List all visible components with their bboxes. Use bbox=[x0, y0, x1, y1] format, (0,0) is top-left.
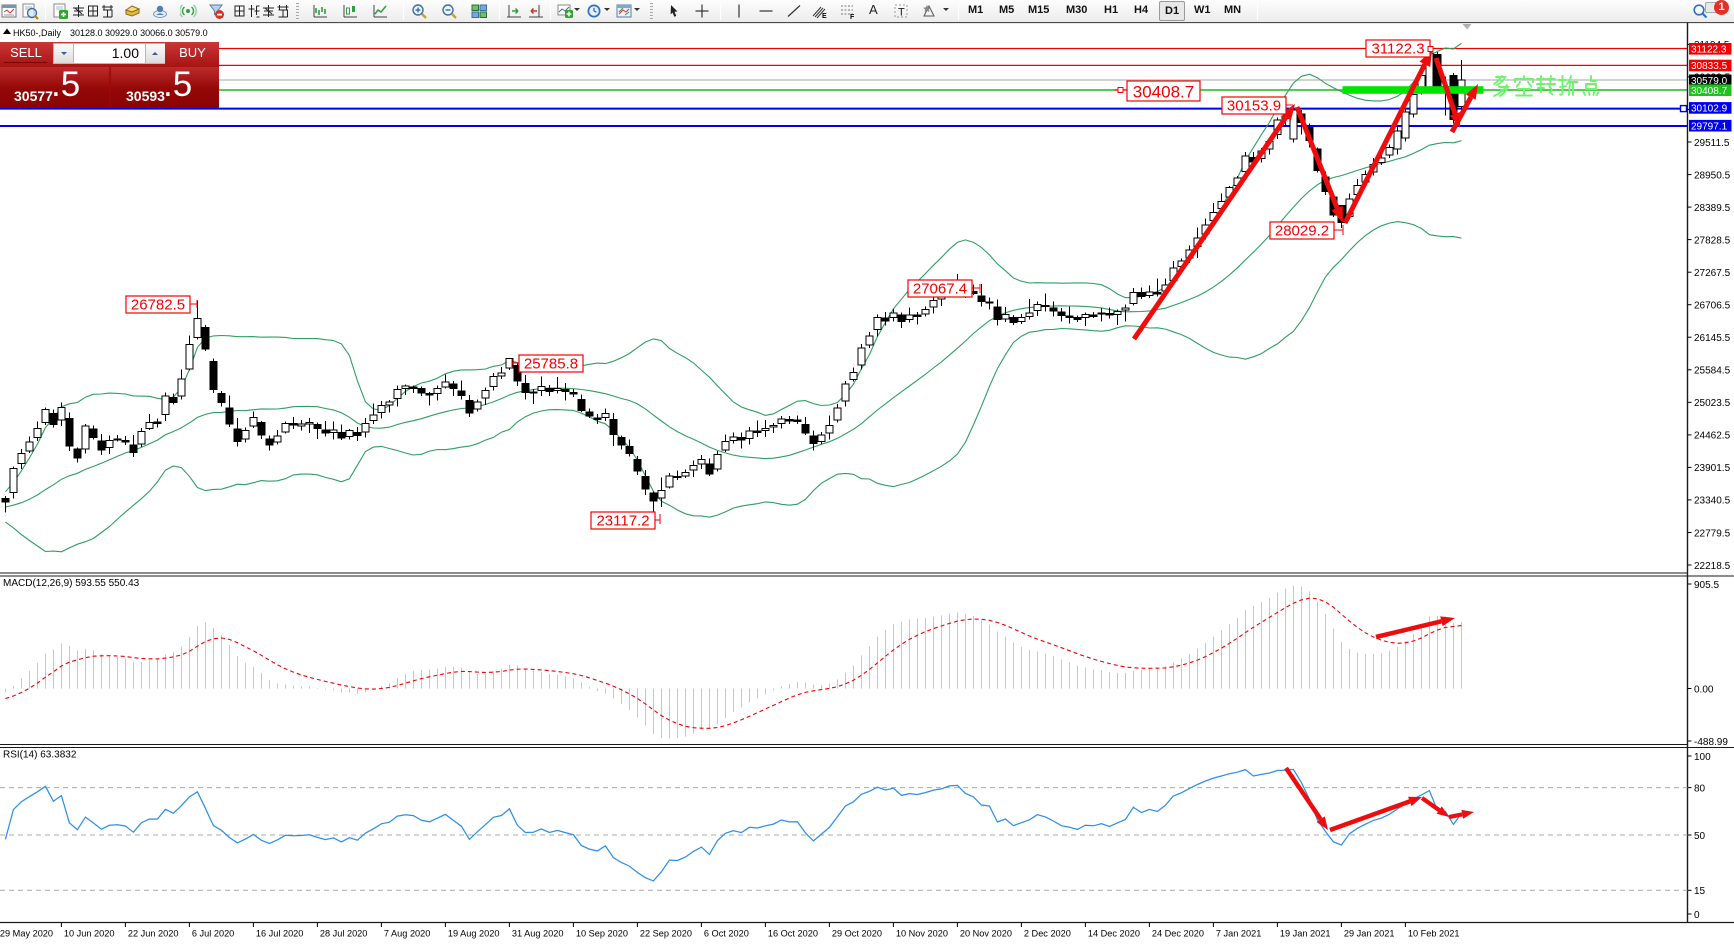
svg-text:29 Jan 2021: 29 Jan 2021 bbox=[1344, 929, 1395, 939]
svg-text:905.5: 905.5 bbox=[1694, 580, 1719, 591]
svg-text:10 Jun 2020: 10 Jun 2020 bbox=[64, 929, 115, 939]
svg-text:80: 80 bbox=[1694, 783, 1706, 794]
svg-text:24 Dec 2020: 24 Dec 2020 bbox=[1152, 929, 1204, 939]
svg-text:0.00: 0.00 bbox=[1694, 684, 1714, 695]
svg-text:31122.3: 31122.3 bbox=[1371, 41, 1424, 58]
svg-text:23117.2: 23117.2 bbox=[596, 513, 649, 530]
svg-text:MACD(12,26,9) 593.55 550.43: MACD(12,26,9) 593.55 550.43 bbox=[3, 578, 140, 589]
svg-text:10 Nov 2020: 10 Nov 2020 bbox=[896, 929, 948, 939]
svg-text:22218.5: 22218.5 bbox=[1694, 561, 1731, 572]
svg-text:16 Oct 2020: 16 Oct 2020 bbox=[768, 929, 818, 939]
svg-text:100: 100 bbox=[1694, 752, 1711, 763]
svg-text:30408.7: 30408.7 bbox=[1133, 83, 1194, 102]
svg-text:28389.5: 28389.5 bbox=[1694, 203, 1731, 214]
svg-text:24462.5: 24462.5 bbox=[1694, 431, 1731, 442]
svg-text:10 Sep 2020: 10 Sep 2020 bbox=[576, 929, 628, 939]
svg-text:RSI(14) 63.3832: RSI(14) 63.3832 bbox=[3, 750, 77, 761]
svg-text:30833.5: 30833.5 bbox=[1691, 61, 1728, 72]
svg-text:14 Dec 2020: 14 Dec 2020 bbox=[1088, 929, 1140, 939]
svg-text:25785.8: 25785.8 bbox=[524, 356, 578, 373]
svg-text:30102.9: 30102.9 bbox=[1691, 104, 1728, 115]
svg-text:30408.7: 30408.7 bbox=[1691, 86, 1728, 97]
svg-text:19 Aug 2020: 19 Aug 2020 bbox=[448, 929, 500, 939]
svg-text:F: F bbox=[850, 14, 855, 20]
svg-text:30128.0 30929.0 30066.0 30579.: 30128.0 30929.0 30066.0 30579.0 bbox=[70, 28, 208, 38]
svg-text:6 Jul 2020: 6 Jul 2020 bbox=[192, 929, 234, 939]
svg-text:23901.5: 23901.5 bbox=[1694, 463, 1731, 474]
svg-text:0: 0 bbox=[1694, 910, 1700, 921]
svg-text:6 Oct 2020: 6 Oct 2020 bbox=[704, 929, 749, 939]
svg-text:19 Jan 2021: 19 Jan 2021 bbox=[1280, 929, 1331, 939]
svg-text:15: 15 bbox=[1694, 886, 1706, 897]
svg-text:22 Sep 2020: 22 Sep 2020 bbox=[640, 929, 692, 939]
svg-text:22 Jun 2020: 22 Jun 2020 bbox=[128, 929, 179, 939]
svg-text:25584.5: 25584.5 bbox=[1694, 366, 1731, 377]
svg-text:26782.5: 26782.5 bbox=[131, 297, 185, 314]
svg-text:27067.4: 27067.4 bbox=[913, 281, 967, 298]
svg-text:25023.5: 25023.5 bbox=[1694, 398, 1731, 409]
svg-text:26145.5: 26145.5 bbox=[1694, 333, 1731, 344]
svg-text:30153.9: 30153.9 bbox=[1227, 98, 1281, 115]
svg-text:29 May 2020: 29 May 2020 bbox=[0, 929, 53, 939]
svg-text:26706.5: 26706.5 bbox=[1694, 301, 1731, 312]
svg-text:30579.0: 30579.0 bbox=[1691, 76, 1728, 87]
svg-text:23340.5: 23340.5 bbox=[1694, 496, 1731, 507]
svg-text:29 Oct 2020: 29 Oct 2020 bbox=[832, 929, 882, 939]
svg-text:22779.5: 22779.5 bbox=[1694, 528, 1731, 539]
svg-text:16 Jul 2020: 16 Jul 2020 bbox=[256, 929, 304, 939]
svg-text:7 Aug 2020: 7 Aug 2020 bbox=[384, 929, 431, 939]
svg-text:HK50-,Daily: HK50-,Daily bbox=[13, 28, 62, 38]
svg-text:28029.2: 28029.2 bbox=[1275, 223, 1329, 240]
svg-text:29511.5: 29511.5 bbox=[1694, 138, 1730, 149]
svg-text:31122.3: 31122.3 bbox=[1691, 45, 1727, 56]
svg-text:E: E bbox=[822, 13, 827, 20]
svg-text:28950.5: 28950.5 bbox=[1694, 170, 1731, 181]
svg-text:10 Feb 2021: 10 Feb 2021 bbox=[1408, 929, 1460, 939]
svg-text:2 Dec 2020: 2 Dec 2020 bbox=[1024, 929, 1071, 939]
svg-text:27267.5: 27267.5 bbox=[1694, 268, 1731, 279]
svg-text:29797.1: 29797.1 bbox=[1691, 121, 1728, 132]
svg-text:20 Nov 2020: 20 Nov 2020 bbox=[960, 929, 1012, 939]
svg-text:7 Jan 2021: 7 Jan 2021 bbox=[1216, 929, 1261, 939]
svg-text:-488.99: -488.99 bbox=[1694, 737, 1728, 748]
svg-text:31 Aug 2020: 31 Aug 2020 bbox=[512, 929, 564, 939]
svg-text:T: T bbox=[898, 7, 905, 19]
svg-text:50: 50 bbox=[1694, 831, 1706, 842]
svg-text:28 Jul 2020: 28 Jul 2020 bbox=[320, 929, 368, 939]
svg-text:27828.5: 27828.5 bbox=[1694, 235, 1731, 246]
